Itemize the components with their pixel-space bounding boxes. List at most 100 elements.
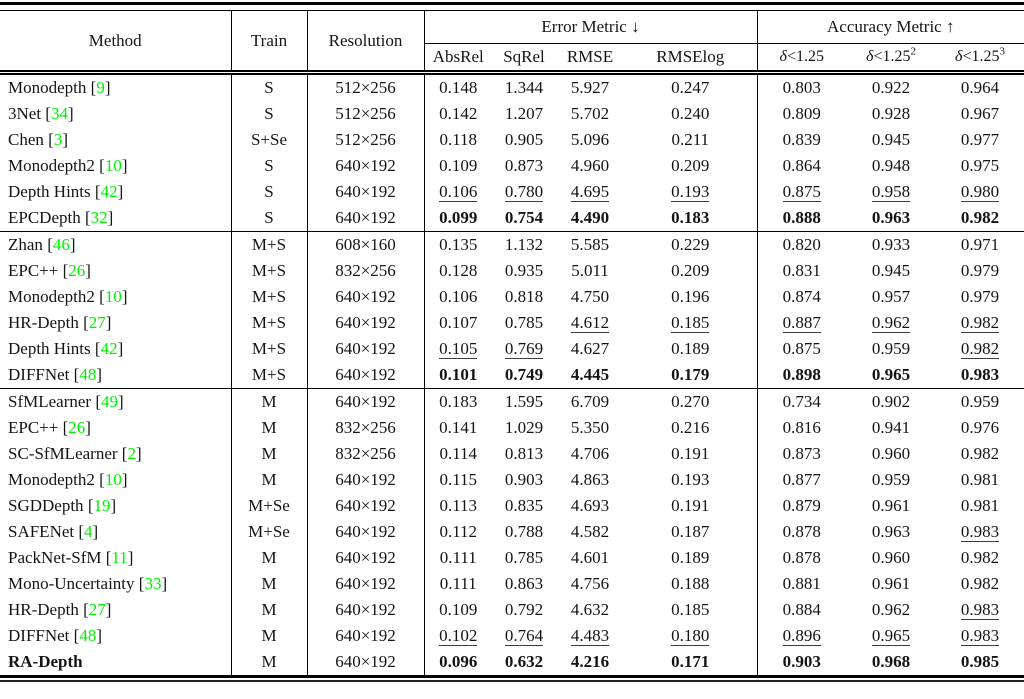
citation-number: 9: [96, 78, 105, 97]
metric-value-cell: 0.935: [492, 258, 556, 284]
metric-value: 0.983: [960, 625, 1000, 647]
citation-number: 4: [84, 522, 93, 541]
metric-value-cell: 0.128: [424, 258, 492, 284]
metric-value: 0.816: [782, 418, 821, 437]
metric-value: 1.344: [504, 78, 544, 97]
delta-exponent: 3: [999, 45, 1005, 58]
metric-value: 0.878: [782, 548, 821, 567]
table-top-rule-thick: [0, 2, 1024, 5]
metric-value: 4.445: [570, 365, 610, 384]
metric-value-cell: 0.979: [936, 258, 1024, 284]
metric-value-cell: 0.968: [846, 649, 936, 675]
metric-value-cell: 0.982: [936, 571, 1024, 597]
table-bottom-rule-thick: [0, 675, 1024, 678]
metric-value-cell: 4.601: [556, 545, 624, 571]
citation-ref[interactable]: [27]: [83, 313, 112, 332]
col-header-delta-1: δ<1.25: [757, 43, 846, 75]
citation-ref[interactable]: [2]: [121, 444, 142, 463]
metric-value-cell: 0.933: [846, 231, 936, 258]
method-name: HR-Depth: [8, 313, 79, 332]
citation-ref[interactable]: [3]: [48, 130, 68, 149]
citation-ref[interactable]: [11]: [105, 548, 134, 567]
citation-ref[interactable]: [10]: [99, 470, 128, 489]
metric-value: 0.979: [960, 287, 1000, 306]
citation-ref[interactable]: [10]: [99, 287, 128, 306]
citation-ref[interactable]: [48]: [73, 365, 102, 384]
metric-value-cell: 0.879: [757, 493, 846, 519]
metric-value: 5.350: [570, 418, 610, 437]
table-row: HR-Depth [27] M+S 640×192 0.107 0.785 4.612 0.…: [0, 310, 1024, 336]
metric-value: 4.695: [570, 181, 610, 203]
method-cell: Monodepth [9]: [0, 72, 232, 101]
citation-ref[interactable]: [19]: [87, 496, 117, 515]
citation-number: 48: [79, 626, 97, 645]
metric-value: 0.193: [671, 181, 710, 203]
metric-value-cell: 0.820: [757, 231, 846, 258]
metric-value-cell: 0.099: [424, 205, 492, 232]
train-cell: M+S: [231, 258, 308, 284]
metric-value-cell: 0.960: [846, 441, 936, 467]
metric-value-cell: 0.185: [624, 310, 758, 336]
metric-value: 0.976: [960, 418, 1000, 437]
citation-ref[interactable]: [9]: [90, 78, 111, 97]
table-row: Zhan [46] M+S 608×160 0.135 1.132 5.585 0.229 0…: [0, 231, 1024, 258]
metric-value-cell: 0.196: [624, 284, 758, 310]
metric-value: 0.960: [871, 548, 911, 567]
citation-ref[interactable]: [48]: [73, 626, 102, 645]
citation-ref[interactable]: [10]: [99, 156, 128, 175]
citation-ref[interactable]: [32]: [84, 208, 114, 227]
citation-number: 11: [111, 548, 128, 567]
metric-value: 0.111: [439, 574, 477, 593]
train-cell: S: [231, 72, 308, 101]
metric-value: 0.873: [782, 444, 821, 463]
metric-value: 0.878: [782, 522, 821, 541]
method-name: PackNet-SfM: [8, 548, 102, 567]
metric-value: 4.756: [570, 574, 610, 593]
metric-value-cell: 0.792: [492, 597, 556, 623]
metric-value-cell: 0.109: [424, 597, 492, 623]
metric-value: 0.902: [871, 392, 911, 411]
col-header-rmselog: RMSElog: [624, 43, 758, 75]
metric-value-cell: 4.960: [556, 153, 624, 179]
metric-value: 0.792: [504, 600, 544, 619]
metric-value: 0.985: [960, 652, 1000, 671]
method-cell: Monodepth2 [10]: [0, 153, 232, 179]
resolution-cell: 512×256: [307, 101, 425, 127]
col-header-delta-2: δ<1.252: [846, 43, 936, 75]
metric-value-cell: 0.769: [492, 336, 556, 362]
results-table: Method Train Resolution Error Metric ↓ A…: [0, 11, 1024, 675]
citation-ref[interactable]: [49]: [95, 392, 124, 411]
metric-value: 0.734: [782, 392, 821, 411]
citation-ref[interactable]: [34]: [45, 104, 74, 123]
metric-value-cell: 0.096: [424, 649, 492, 675]
table-row: Monodepth2 [10] M 640×192 0.115 0.903 4.863 0.…: [0, 467, 1024, 493]
citation-ref[interactable]: [27]: [83, 600, 112, 619]
train-cell: M+S: [231, 231, 308, 258]
metric-value: 0.831: [782, 261, 821, 280]
metric-value: 0.922: [871, 78, 911, 97]
method-cell: HR-Depth [27]: [0, 310, 232, 336]
method-cell: Mono-Uncertainty [33]: [0, 571, 232, 597]
metric-value-cell: 0.959: [846, 336, 936, 362]
metric-value: 4.627: [570, 339, 610, 358]
citation-number: 49: [101, 392, 118, 411]
citation-ref[interactable]: [33]: [138, 574, 168, 593]
table-row: SfMLearner [49] M 640×192 0.183 1.595 6.709 0.…: [0, 388, 1024, 415]
citation-ref[interactable]: [26]: [62, 261, 91, 280]
col-header-train: Train: [231, 11, 308, 75]
metric-value-cell: 0.958: [846, 179, 936, 205]
citation-number: 10: [104, 287, 122, 306]
citation-ref[interactable]: [42]: [94, 182, 124, 201]
metric-value: 0.877: [782, 470, 821, 489]
metric-value-cell: 5.011: [556, 258, 624, 284]
citation-ref[interactable]: [26]: [62, 418, 91, 437]
metric-value-cell: 1.344: [492, 73, 556, 102]
citation-ref[interactable]: [42]: [94, 339, 124, 358]
metric-value-cell: 0.965: [846, 362, 936, 389]
citation-ref[interactable]: [4]: [78, 522, 99, 541]
method-cell: HR-Depth [27]: [0, 597, 232, 623]
method-cell: RA-Depth: [0, 649, 232, 675]
citation-ref[interactable]: [46]: [47, 235, 76, 254]
metric-value-cell: 0.898: [757, 362, 846, 389]
